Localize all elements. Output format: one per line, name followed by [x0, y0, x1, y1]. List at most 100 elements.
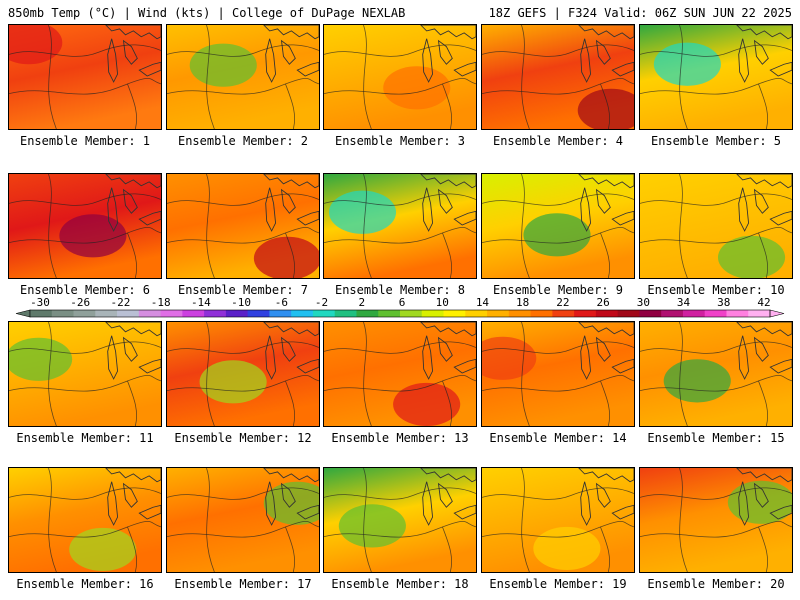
great-lakes-outline	[265, 481, 277, 526]
great-lakes-outline	[753, 482, 769, 508]
ensemble-member-label: Ensemble Member: 2	[177, 134, 309, 148]
height-contour	[9, 341, 161, 354]
temperature-anomaly-region	[59, 214, 127, 258]
colorbar-graphic: -30 -26 -22 -18 -14 -10 -6 -2 2 6 10 14 18 22 26 30 34 38…	[15, 296, 785, 318]
height-contour	[600, 526, 610, 572]
great-lakes-outline	[437, 188, 453, 214]
colorbar-tick-label: 26	[596, 296, 609, 309]
temperature-field-map	[640, 322, 792, 426]
ensemble-panel-8	[323, 173, 477, 279]
ensemble-panel-16	[8, 467, 162, 573]
height-contour	[167, 78, 319, 95]
colorbar-tick-label: -10	[231, 296, 251, 309]
great-lakes-outline	[280, 39, 296, 65]
colorbar-max-arrow	[769, 309, 785, 318]
height-contour	[442, 232, 452, 278]
height-contour	[167, 193, 319, 206]
colorbar-swatch	[378, 310, 401, 317]
colorbar-outline	[29, 309, 771, 318]
great-lakes-outline	[265, 335, 277, 380]
great-lakes-outline	[738, 481, 750, 526]
great-lakes-outline	[263, 25, 319, 40]
height-contour	[9, 78, 161, 95]
colorbar-swatch	[400, 310, 423, 317]
temperature-field-map	[167, 25, 319, 129]
colorbar-tick-label: -18	[151, 296, 171, 309]
great-lakes-outline	[580, 335, 592, 380]
height-contour	[167, 487, 319, 500]
height-contour	[600, 380, 610, 426]
height-contour	[679, 25, 688, 129]
great-lakes-outline	[595, 188, 611, 214]
colorbar-swatch	[421, 310, 444, 317]
colorbar-min-arrow	[15, 309, 31, 318]
height-contour	[167, 44, 319, 57]
ensemble-member-label: Ensemble Member: 14	[489, 431, 627, 445]
height-contour	[285, 380, 295, 426]
height-contour	[640, 487, 792, 500]
temperature-anomaly-region	[383, 66, 451, 110]
ensemble-member-label: Ensemble Member: 9	[492, 283, 624, 297]
colorbar-tick-label: 6	[399, 296, 406, 309]
ensemble-panel-12	[166, 321, 320, 427]
map-title: 850mb Temp (°C) | Wind (kts) | College o…	[8, 6, 406, 20]
colorbar-swatch	[160, 310, 183, 317]
ensemble-panel-7	[166, 173, 320, 279]
height-contour	[758, 526, 768, 572]
ensemble-panel-20	[639, 467, 793, 573]
ensemble-panel-5	[639, 24, 793, 130]
height-contour	[758, 380, 768, 426]
ensemble-panel-18	[323, 467, 477, 573]
colorbar-tick-label: 34	[677, 296, 691, 309]
colorbar-swatch	[269, 310, 292, 317]
height-contour	[324, 487, 476, 500]
height-contour	[640, 44, 792, 57]
great-lakes-outline	[769, 504, 792, 520]
great-lakes-outline	[105, 322, 161, 337]
great-lakes-outline	[105, 174, 161, 189]
height-contour	[127, 232, 137, 278]
great-lakes-outline	[422, 335, 434, 380]
great-lakes-outline	[296, 504, 319, 520]
colorbar-tick-label: 18	[516, 296, 529, 309]
great-lakes-outline	[753, 336, 769, 362]
great-lakes-outline	[769, 210, 792, 226]
height-contour	[640, 521, 792, 538]
height-contour	[9, 227, 161, 244]
great-lakes-outline	[263, 322, 319, 337]
temperature-field-map	[324, 174, 476, 278]
ensemble-member-label: Ensemble Member: 3	[334, 134, 466, 148]
height-contour	[363, 25, 372, 129]
height-contour	[600, 83, 610, 129]
height-contour	[442, 83, 452, 129]
colorbar-swatch	[617, 310, 640, 317]
colorbar-tick-label: 42	[757, 296, 770, 309]
great-lakes-outline	[280, 482, 296, 508]
height-contour	[679, 322, 688, 426]
height-contour	[521, 174, 530, 278]
height-contour	[482, 227, 634, 244]
height-contour	[482, 341, 634, 354]
colorbar-swatch	[465, 310, 488, 317]
great-lakes-outline	[422, 38, 434, 83]
ensemble-panel-17	[166, 467, 320, 573]
great-lakes-outline	[611, 358, 634, 374]
ensemble-member-label: Ensemble Member: 16	[16, 577, 154, 591]
temperature-field-map	[167, 322, 319, 426]
colorbar-tick-label: 22	[556, 296, 569, 309]
height-contour	[9, 521, 161, 538]
colorbar-swatch	[247, 310, 270, 317]
great-lakes-outline	[107, 335, 119, 380]
colorbar-swatch	[334, 310, 357, 317]
temperature-field-map	[9, 25, 161, 129]
great-lakes-outline	[437, 39, 453, 65]
height-contour	[167, 375, 319, 392]
colorbar-swatch	[356, 310, 379, 317]
ensemble-member-label: Ensemble Member: 4	[492, 134, 624, 148]
great-lakes-outline	[437, 482, 453, 508]
colorbar-tick-label: -14	[191, 296, 211, 309]
great-lakes-outline	[422, 481, 434, 526]
height-contour	[640, 78, 792, 95]
temperature-anomaly-region	[577, 88, 634, 129]
great-lakes-outline	[105, 468, 161, 483]
